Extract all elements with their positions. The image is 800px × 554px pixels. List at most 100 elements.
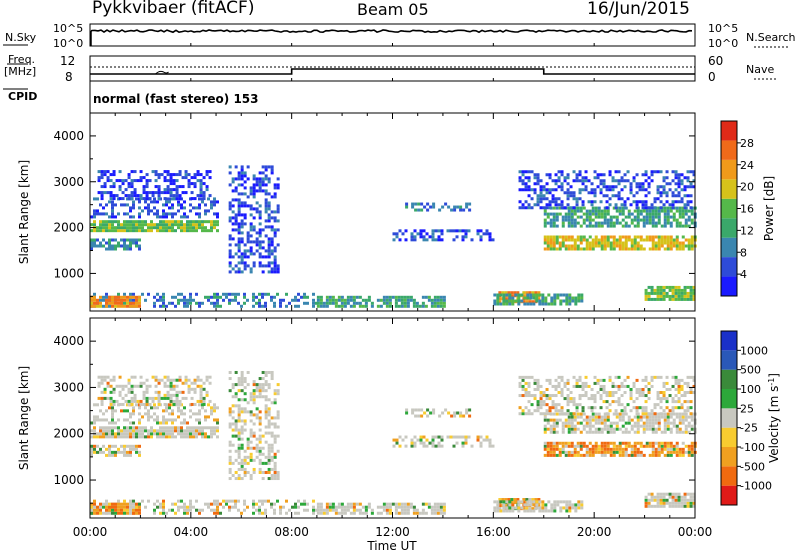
velocity-cell (647, 387, 651, 391)
velocity-colorbar-cell (721, 485, 737, 505)
power-cell (228, 234, 232, 238)
power-cell (240, 258, 244, 262)
power-cell (644, 206, 648, 210)
velocity-cell (118, 384, 122, 388)
velocity-cell (222, 505, 225, 509)
velocity-cell (545, 403, 549, 407)
power-cell (653, 197, 657, 201)
power-cell (156, 226, 159, 230)
velocity-cell (273, 511, 276, 515)
velocity-cell (633, 450, 637, 454)
velocity-cell (175, 378, 179, 382)
power-cell (145, 182, 149, 186)
power-cell (674, 294, 678, 298)
velocity-cell (174, 502, 177, 506)
power-cell (644, 288, 648, 292)
power-cell (162, 229, 165, 233)
power-cell (663, 212, 667, 216)
velocity-cell (204, 432, 207, 436)
velocity-cell (205, 390, 209, 394)
velocity-cell (246, 446, 250, 450)
velocity-cell (117, 508, 120, 512)
power-cell (267, 219, 271, 223)
power-cell (606, 241, 610, 245)
power-cell (120, 244, 123, 248)
velocity-cell (400, 502, 404, 506)
power-cell (671, 179, 675, 183)
velocity-cell (157, 402, 161, 406)
velocity-cell (370, 508, 374, 512)
power-cell (570, 244, 574, 248)
velocity-cell (671, 375, 675, 379)
power-cell (132, 241, 135, 245)
velocity-cell (135, 511, 138, 515)
power-cell (234, 243, 238, 247)
power-cell (156, 223, 159, 227)
power-cell (150, 226, 153, 230)
power-cell (511, 302, 515, 306)
power-cell (411, 205, 415, 209)
velocity-cell (162, 435, 165, 439)
velocity-cell (156, 421, 159, 425)
power-cell (228, 171, 232, 175)
power-cell (663, 206, 667, 210)
velocity-cell (543, 427, 547, 431)
power-cell (683, 176, 687, 180)
velocity-cell (527, 381, 531, 385)
power-cell (671, 191, 675, 195)
power-cell (202, 197, 206, 201)
velocity-cell (551, 406, 555, 410)
velocity-cell (663, 441, 667, 445)
power-cell (189, 203, 192, 207)
power-cell (635, 191, 639, 195)
range-tick-label: 3000 (53, 380, 84, 394)
velocity-cell (258, 377, 262, 381)
power-cell (156, 298, 159, 302)
velocity-cell (662, 384, 666, 388)
power-cell (644, 173, 648, 177)
velocity-cell (449, 435, 453, 439)
velocity-cell (593, 397, 597, 401)
velocity-cell (99, 435, 102, 439)
power-cell (337, 295, 341, 299)
velocity-cell (630, 427, 634, 431)
power-cell (193, 173, 197, 177)
velocity-cell (276, 425, 280, 429)
power-cell (588, 241, 592, 245)
velocity-cell (684, 418, 688, 422)
velocity-cell (545, 387, 549, 391)
power-cell (303, 292, 306, 296)
power-cell (219, 295, 222, 299)
power-cell (429, 205, 433, 209)
power-cell (156, 209, 159, 213)
power-cell (379, 298, 383, 302)
velocity-cell (349, 505, 353, 509)
power-cell (575, 203, 579, 207)
velocity-cell (557, 403, 561, 407)
velocity-cell (162, 409, 165, 413)
velocity-cell (644, 378, 648, 382)
velocity-cell (668, 387, 672, 391)
velocity-cell (686, 492, 690, 496)
velocity-cell (231, 499, 234, 503)
power-cell (656, 185, 660, 189)
power-cell (414, 208, 418, 212)
power-cell (564, 244, 568, 248)
power-cell (108, 298, 111, 302)
velocity-cell (273, 474, 277, 478)
velocity-cell (213, 502, 216, 506)
velocity-cell (105, 447, 108, 451)
power-cell (410, 232, 414, 236)
power-cell (684, 224, 688, 228)
velocity-cell (591, 412, 595, 416)
power-cell (105, 220, 108, 224)
velocity-cell (648, 415, 652, 419)
velocity-cell (195, 435, 198, 439)
range-tick-label: 4000 (53, 334, 84, 348)
power-cell (650, 297, 654, 301)
power-cell (666, 238, 670, 242)
power-cell (505, 293, 509, 297)
power-cell (394, 304, 398, 308)
power-cell (270, 243, 274, 247)
velocity-cell (681, 418, 685, 422)
